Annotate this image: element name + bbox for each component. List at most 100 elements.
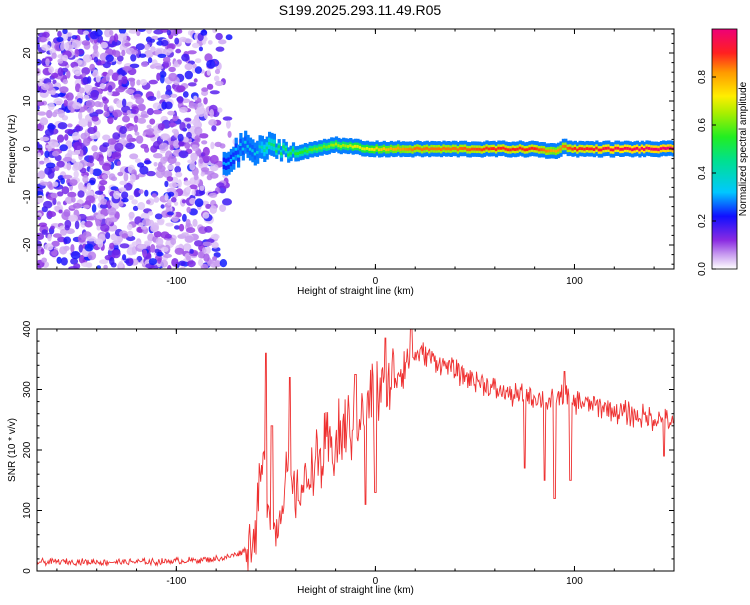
noise-speck <box>86 107 94 114</box>
noise-speck <box>209 90 220 95</box>
trace-core <box>557 148 561 152</box>
noise-speck <box>204 226 213 233</box>
noise-speck <box>171 128 179 134</box>
noise-speck <box>59 86 69 94</box>
noise-speck <box>156 90 161 99</box>
noise-speck <box>203 97 208 105</box>
noise-speck <box>203 253 210 262</box>
trace-core <box>234 147 238 151</box>
noise-speck <box>82 175 89 184</box>
noise-speck <box>214 68 221 75</box>
x-axis-label: Height of straight line (km) <box>297 286 414 297</box>
noise-speck <box>81 72 87 78</box>
noise-speck <box>128 258 134 264</box>
noise-speck <box>37 152 42 158</box>
noise-speck <box>222 116 233 121</box>
noise-speck <box>62 156 73 162</box>
noise-speck <box>89 63 96 72</box>
noise-speck <box>47 233 52 242</box>
trace-core <box>406 147 410 151</box>
noise-speck <box>162 56 171 63</box>
x-tick-label: -100 <box>166 276 186 287</box>
noise-speck <box>117 171 124 177</box>
noise-speck <box>94 101 102 108</box>
noise-speck <box>200 167 210 173</box>
noise-speck <box>65 92 74 101</box>
noise-speck <box>105 73 110 82</box>
noise-speck <box>99 83 106 90</box>
noise-speck <box>94 190 104 195</box>
noise-speck <box>176 96 184 104</box>
noise-speck <box>126 134 133 143</box>
trace-core <box>511 147 515 151</box>
noise-speck <box>111 39 122 46</box>
trace-core <box>471 147 475 151</box>
noise-speck <box>209 172 219 179</box>
noise-speck <box>160 231 170 239</box>
trace-core <box>260 145 264 149</box>
noise-speck <box>135 43 145 51</box>
noise-speck <box>209 154 219 164</box>
noise-speck <box>177 133 184 142</box>
noise-speck <box>179 106 188 113</box>
noise-speck <box>165 207 171 213</box>
trace-core <box>370 147 374 151</box>
noise-speck <box>194 240 203 247</box>
noise-speck <box>171 258 179 267</box>
trace-core <box>389 147 393 150</box>
noise-speck <box>174 37 180 45</box>
x-axis-label: Height of straight line (km) <box>297 585 414 596</box>
trace-core <box>337 144 341 148</box>
noise-speck <box>187 50 197 55</box>
frequency-trace <box>222 130 674 176</box>
trace-core <box>602 147 606 151</box>
noise-speck <box>182 91 189 98</box>
noise-speck <box>71 131 80 141</box>
noise-speck <box>51 240 60 247</box>
noise-speck <box>121 197 129 203</box>
noise-speck <box>133 124 138 133</box>
trace-core <box>645 146 649 150</box>
trace-core <box>585 147 589 150</box>
noise-speck <box>198 259 204 267</box>
noise-speck <box>184 63 193 71</box>
noise-speck <box>64 128 75 135</box>
noise-speck <box>50 192 58 198</box>
trace-core <box>365 147 370 150</box>
noise-speck <box>118 29 127 35</box>
noise-speck <box>164 193 169 201</box>
noise-speck <box>133 189 140 198</box>
noise-speck <box>57 134 65 143</box>
noise-speck <box>85 190 94 197</box>
figure-title: S199.2025.293.11.49.R05 <box>278 2 442 18</box>
noise-speck <box>198 46 203 52</box>
noise-speck <box>183 136 189 143</box>
noise-speck <box>202 241 212 247</box>
trace-core <box>588 147 592 151</box>
noise-speck <box>116 100 124 108</box>
noise-speck <box>121 75 128 85</box>
noise-speck <box>167 155 177 165</box>
trace-core <box>303 149 307 153</box>
trace-core <box>666 146 671 150</box>
trace-core <box>506 148 511 152</box>
noise-speck <box>168 182 178 189</box>
noise-speck <box>194 126 203 136</box>
noise-speck <box>187 82 197 87</box>
noise-speck <box>65 196 73 204</box>
noise-speck <box>99 203 109 209</box>
trace-core <box>322 145 327 148</box>
noise-speck <box>86 182 92 191</box>
trace-core <box>270 143 274 146</box>
trace-core <box>227 161 231 165</box>
noise-speck <box>62 174 73 179</box>
noise-speck <box>215 32 223 41</box>
noise-speck <box>136 79 141 86</box>
noise-speck <box>38 222 48 228</box>
noise-speck <box>200 263 209 269</box>
trace-core <box>483 147 487 151</box>
noise-speck <box>108 217 118 223</box>
noise-speck <box>203 111 209 120</box>
trace-core <box>652 147 656 151</box>
trace-core <box>540 148 544 152</box>
